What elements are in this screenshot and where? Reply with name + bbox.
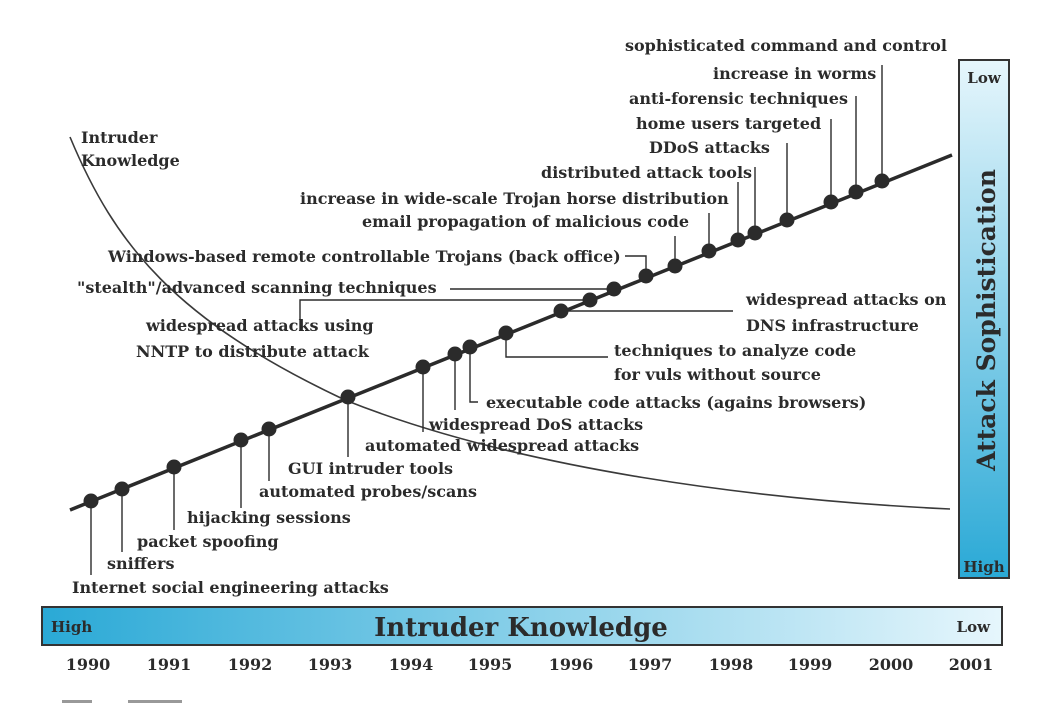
event-label: sophisticated command and control: [625, 36, 947, 55]
bar-right-label: Low: [957, 618, 992, 636]
event-dot: [447, 346, 463, 362]
attack-sophistication-title: Attack Sophistication: [972, 169, 1001, 472]
event-label: DDoS attacks: [649, 138, 770, 157]
year-label: 1996: [549, 655, 594, 674]
year-axis: 1990 1991 1992 1993 1994 1995 1996 1997 …: [66, 655, 994, 674]
event-label: techniques to analyze code: [614, 341, 856, 360]
year-label: 2000: [869, 655, 914, 674]
event-label: DNS infrastructure: [746, 316, 919, 335]
year-label: 2001: [949, 655, 994, 674]
bar-high-label: High: [963, 558, 1004, 576]
year-label: 1997: [628, 655, 673, 674]
event-markers: [83, 173, 890, 509]
event-dot: [638, 268, 654, 284]
event-dot: [730, 232, 746, 248]
event-label: "stealth"/advanced scanning techniques: [77, 278, 437, 297]
bar-left-label: High: [51, 618, 92, 636]
event-dot: [553, 303, 569, 319]
year-label: 1991: [147, 655, 192, 674]
year-label: 1999: [788, 655, 833, 674]
curve-label-line-2: Knowledge: [81, 151, 180, 170]
event-dot: [747, 225, 763, 241]
intruder-knowledge-curve: [69, 136, 951, 510]
event-label: Windows-based remote controllable Trojan…: [107, 247, 621, 266]
event-dot: [233, 432, 249, 448]
event-label: packet spoofing: [137, 532, 279, 551]
event-label: GUI intruder tools: [288, 459, 453, 478]
year-label: 1992: [228, 655, 273, 674]
event-dot: [415, 359, 431, 375]
event-dot: [701, 243, 717, 259]
event-label: automated widespread attacks: [365, 436, 639, 455]
event-label: widespread attacks on: [745, 290, 947, 309]
event-dot: [83, 493, 99, 509]
attack-sophistication-bar: Low High Attack Sophistication: [958, 59, 1010, 579]
curve-label-line-1: Intruder: [81, 128, 158, 147]
event-dot: [498, 325, 514, 341]
event-dot: [166, 459, 182, 475]
event-dot: [462, 339, 478, 355]
event-dot: [779, 212, 795, 228]
year-label: 1990: [66, 655, 111, 674]
event-label: for vuls without source: [614, 365, 821, 384]
event-dot: [823, 194, 839, 210]
event-dot: [114, 481, 130, 497]
leader-lines: [90, 65, 883, 575]
year-label: 1994: [389, 655, 434, 674]
event-label: increase in worms: [713, 64, 876, 83]
event-dot: [261, 421, 277, 437]
year-label: 1995: [468, 655, 513, 674]
intruder-knowledge-bar: High Intruder Knowledge Low: [41, 606, 1003, 646]
event-dot: [340, 389, 356, 405]
year-label: 1993: [308, 655, 353, 674]
event-label: hijacking sessions: [187, 508, 351, 527]
event-label: home users targeted: [636, 114, 821, 133]
event-dot: [667, 258, 683, 274]
event-dot: [874, 173, 890, 189]
event-label: sniffers: [107, 554, 174, 573]
event-label: executable code attacks (agains browsers…: [486, 393, 866, 412]
event-label: widespread attacks using: [145, 316, 374, 335]
event-label: Internet social engineering attacks: [72, 578, 389, 597]
intruder-knowledge-title: Intruder Knowledge: [374, 613, 668, 643]
event-label: widespread DoS attacks: [428, 415, 643, 434]
bar-low-label: Low: [967, 69, 1002, 87]
event-label: NNTP to distribute attack: [136, 342, 370, 361]
event-label: automated probes/scans: [259, 482, 477, 501]
event-label: distributed attack tools: [541, 163, 752, 182]
event-dot: [582, 292, 598, 308]
event-dot: [848, 184, 864, 200]
event-label: anti-forensic techniques: [629, 89, 848, 108]
event-labels: Internet social engineering attacks snif…: [72, 36, 947, 597]
cropped-source-line: [62, 700, 182, 703]
event-label: email propagation of malicious code: [362, 212, 689, 231]
event-label: increase in wide-scale Trojan horse dist…: [300, 189, 729, 208]
event-dot: [606, 281, 622, 297]
year-label: 1998: [709, 655, 754, 674]
